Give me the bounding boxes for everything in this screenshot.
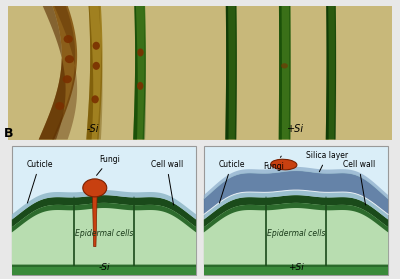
Ellipse shape	[271, 159, 297, 170]
Text: Epidermal cells: Epidermal cells	[75, 229, 133, 238]
Polygon shape	[12, 195, 196, 227]
Polygon shape	[97, 6, 102, 140]
Text: Cell wall: Cell wall	[150, 160, 183, 205]
Ellipse shape	[137, 49, 144, 56]
Polygon shape	[12, 203, 196, 232]
Bar	[12, 146, 196, 275]
Polygon shape	[280, 163, 285, 168]
Polygon shape	[334, 6, 336, 140]
Text: Cuticle: Cuticle	[26, 160, 53, 203]
Text: -Si: -Si	[86, 124, 99, 134]
Polygon shape	[12, 195, 196, 264]
Polygon shape	[133, 6, 138, 140]
Text: Fungi: Fungi	[96, 155, 120, 175]
Polygon shape	[204, 167, 388, 199]
Polygon shape	[204, 190, 388, 220]
Polygon shape	[39, 6, 77, 140]
Ellipse shape	[92, 62, 100, 70]
Bar	[204, 267, 388, 275]
Ellipse shape	[83, 179, 107, 197]
Polygon shape	[204, 195, 388, 227]
Polygon shape	[279, 6, 291, 140]
Ellipse shape	[95, 181, 102, 186]
Polygon shape	[92, 196, 97, 247]
Ellipse shape	[65, 55, 74, 63]
Ellipse shape	[63, 75, 72, 83]
Bar	[204, 146, 388, 275]
Polygon shape	[204, 203, 388, 232]
Text: Silica layer: Silica layer	[306, 151, 348, 172]
Polygon shape	[12, 190, 196, 220]
Ellipse shape	[64, 35, 73, 43]
Text: Epidermal cells: Epidermal cells	[267, 229, 325, 238]
Polygon shape	[86, 6, 93, 140]
Text: +Si: +Si	[288, 124, 304, 134]
Polygon shape	[142, 6, 146, 140]
Ellipse shape	[137, 82, 144, 90]
Text: Fungi: Fungi	[264, 156, 284, 172]
Polygon shape	[204, 195, 388, 264]
Bar	[204, 263, 388, 275]
Polygon shape	[52, 6, 77, 140]
Bar	[12, 267, 196, 275]
Text: A: A	[4, 0, 14, 3]
Text: Cell wall: Cell wall	[342, 160, 375, 205]
Text: B: B	[4, 127, 14, 140]
Text: -Si: -Si	[98, 263, 110, 272]
Bar	[12, 263, 196, 275]
Polygon shape	[225, 6, 229, 140]
Polygon shape	[225, 6, 237, 140]
Ellipse shape	[55, 102, 64, 110]
Polygon shape	[235, 6, 237, 140]
Polygon shape	[279, 6, 282, 140]
Polygon shape	[289, 6, 291, 140]
Ellipse shape	[92, 95, 99, 103]
Polygon shape	[39, 6, 66, 140]
Ellipse shape	[92, 42, 100, 50]
Text: Cuticle: Cuticle	[218, 160, 245, 203]
Text: +Si: +Si	[288, 263, 304, 272]
Polygon shape	[86, 6, 102, 140]
Ellipse shape	[281, 63, 288, 69]
Polygon shape	[326, 6, 336, 140]
Polygon shape	[326, 6, 329, 140]
Polygon shape	[204, 171, 388, 215]
Polygon shape	[133, 6, 146, 140]
